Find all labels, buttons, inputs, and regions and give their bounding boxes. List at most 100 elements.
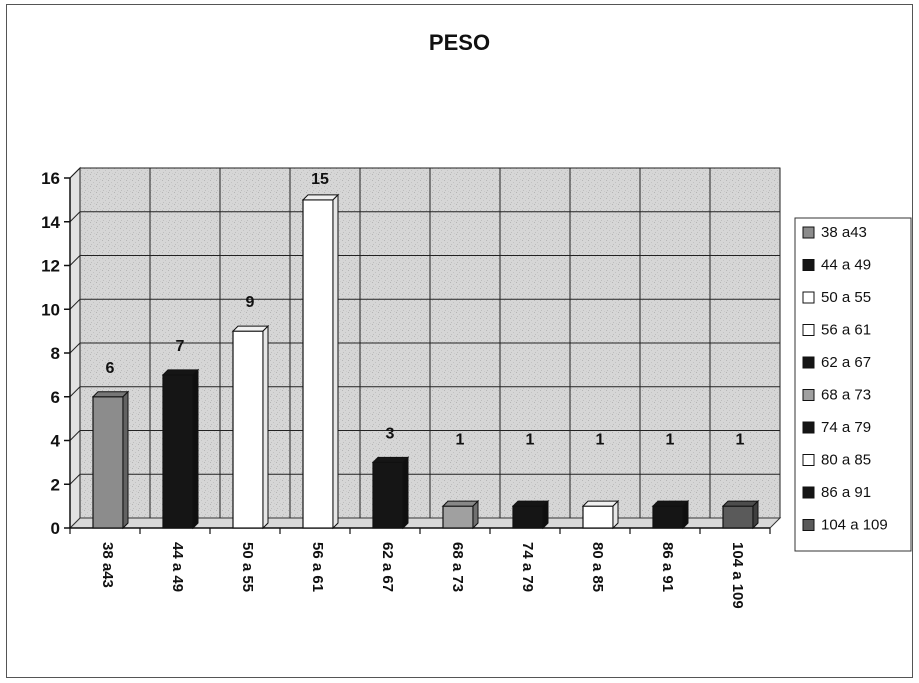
bar-top — [91, 391, 130, 398]
bar-front — [302, 199, 334, 529]
chart-title: PESO — [428, 30, 491, 55]
bar-front — [722, 505, 754, 529]
bar-top — [511, 500, 550, 507]
y-tick-label: 12 — [41, 257, 60, 276]
bar-front — [92, 396, 124, 529]
bar — [91, 390, 130, 530]
data-label: 7 — [176, 338, 185, 355]
bar-top — [301, 194, 340, 201]
bar — [441, 499, 480, 530]
data-label: 15 — [311, 171, 329, 188]
gridlines — [69, 167, 781, 518]
bar-top — [231, 325, 270, 332]
bar-front — [582, 505, 614, 529]
y-axis-ticks: 0 2 4 6 8 10 12 14 16 — [41, 169, 60, 538]
legend-swatch — [802, 226, 815, 239]
data-label: 1 — [526, 431, 535, 448]
bar-front — [162, 374, 194, 529]
x-tick-label: 56 a 61 — [309, 542, 326, 592]
bar — [511, 499, 550, 530]
x-tick-label: 44 a 49 — [169, 542, 186, 592]
gridline — [69, 342, 81, 354]
bar — [231, 324, 270, 530]
bar-side — [682, 499, 689, 530]
bar-top — [581, 500, 620, 507]
data-label: 1 — [596, 431, 605, 448]
bar-top — [161, 369, 200, 376]
legend-entry: 80 a 85 — [821, 452, 871, 469]
bar-side — [542, 499, 549, 530]
x-tick-label: 50 a 55 — [239, 542, 256, 592]
bar-side — [192, 368, 199, 530]
x-tick-label: 62 a 67 — [379, 542, 396, 592]
legend-swatch — [802, 356, 815, 369]
bar — [651, 499, 690, 530]
bar-side — [332, 193, 339, 530]
bar-top — [441, 500, 480, 507]
bar-side — [402, 456, 409, 530]
bar — [721, 499, 760, 530]
data-label: 1 — [456, 431, 465, 448]
y-tick-label: 8 — [51, 344, 60, 363]
gridline — [69, 167, 81, 179]
bar-side — [752, 499, 759, 530]
legend-swatch — [802, 259, 815, 271]
data-labels: 6 7 9 15 3 1 1 1 1 1 — [106, 171, 745, 448]
legend-swatch — [802, 421, 815, 434]
data-label: 6 — [106, 360, 115, 377]
legend-swatch — [802, 291, 815, 304]
y-tick-label: 4 — [51, 432, 61, 451]
legend-swatch — [802, 519, 815, 531]
gridline — [69, 430, 81, 441]
bar-front — [442, 505, 474, 529]
bar-front — [512, 505, 544, 529]
data-label: 3 — [386, 425, 395, 442]
bar-side — [262, 324, 269, 530]
legend-swatch — [802, 454, 815, 466]
legend-entry: 50 a 55 — [821, 289, 871, 306]
legend-swatch — [802, 324, 815, 336]
gridline — [69, 473, 81, 485]
x-tick-label: 38 a43 — [99, 542, 116, 588]
data-label: 1 — [736, 431, 745, 448]
legend: 38 a43 44 a 49 50 a 55 56 a 61 62 a 67 68 a 7… — [794, 217, 912, 552]
x-axis-ticks: 38 a43 44 a 49 50 a 55 56 a 61 62 a 67 68 a 7… — [99, 542, 746, 609]
y-tick-label: 6 — [51, 388, 60, 407]
x-tick-label: 74 a 79 — [519, 542, 536, 592]
bar-side — [472, 499, 479, 530]
legend-entry: 74 a 79 — [821, 419, 871, 436]
legend-entry: 86 a 91 — [821, 484, 871, 501]
x-tick-label: 104 a 109 — [729, 542, 746, 609]
x-tick-label: 86 a 91 — [659, 542, 676, 592]
legend-entry: 62 a 67 — [821, 354, 871, 371]
y-tick-label: 14 — [41, 213, 60, 232]
legend-swatch — [802, 486, 815, 499]
bar-top — [721, 500, 760, 507]
bars — [91, 193, 760, 530]
x-tick-label: 68 a 73 — [449, 542, 466, 592]
legend-entry: 38 a43 — [821, 224, 867, 241]
bar-front — [232, 330, 264, 529]
x-tick-label: 80 a 85 — [589, 542, 606, 592]
data-label: 9 — [246, 294, 255, 311]
gridline — [69, 298, 81, 310]
bar-side — [612, 499, 619, 530]
legend-entry: 104 a 109 — [821, 517, 888, 534]
legend-entry: 56 a 61 — [821, 322, 871, 339]
gridline — [69, 386, 81, 398]
bar-front — [372, 461, 404, 529]
legend-swatch — [802, 389, 815, 401]
bar-top — [371, 456, 410, 463]
bar-top — [651, 500, 690, 507]
data-label: 1 — [666, 431, 675, 448]
y-tick-label: 2 — [51, 475, 60, 494]
legend-entry: 44 a 49 — [821, 257, 871, 274]
bar-front — [652, 505, 684, 529]
gridline — [69, 255, 81, 266]
gridline — [69, 211, 81, 223]
y-tick-label: 10 — [41, 300, 60, 319]
bar — [371, 456, 410, 530]
y-tick-label: 16 — [41, 169, 60, 188]
bar — [301, 193, 340, 530]
